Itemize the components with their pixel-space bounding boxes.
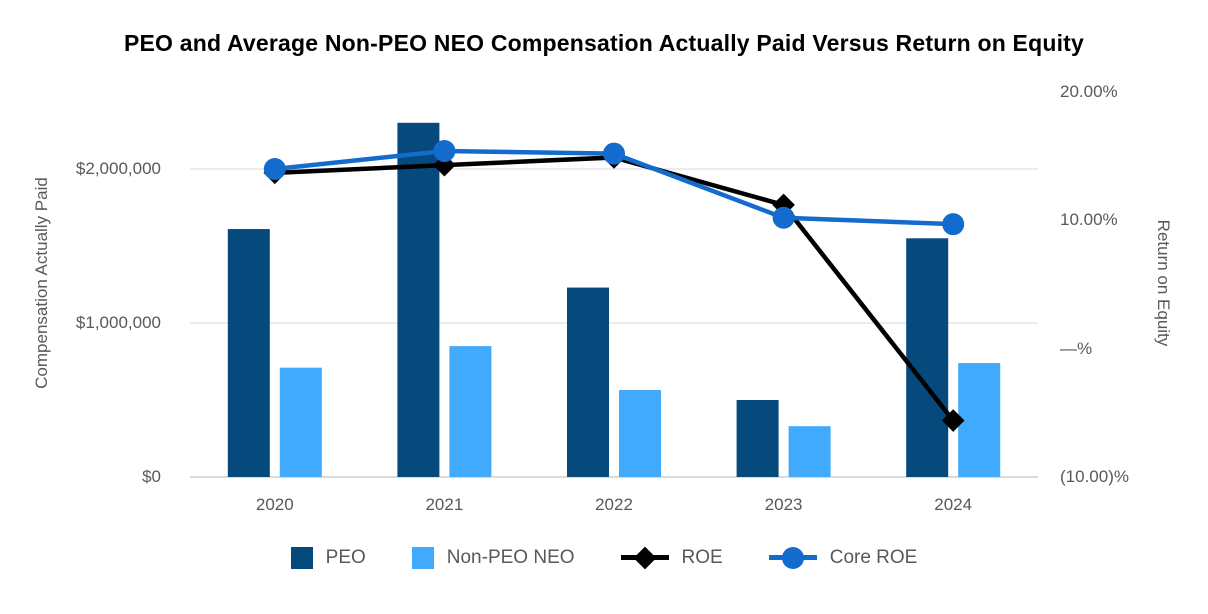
square-swatch-icon	[290, 547, 313, 569]
y-axis-right-tick-label: —%	[1060, 338, 1093, 358]
line-diamond-swatch-icon	[620, 546, 669, 570]
bar-peo-2020	[227, 229, 270, 477]
legend-label: Core ROE	[829, 547, 918, 568]
y-axis-left-tick-label: $0	[142, 467, 161, 486]
y-axis-left-tick-label: $1,000,000	[75, 313, 161, 332]
bar-peo-2022	[567, 287, 609, 477]
legend-item-core-roe: Core ROE	[768, 546, 918, 570]
legend: PEO Non-PEO NEO ROE Core ROE	[0, 546, 1208, 570]
bar-non-peo-neo-2020	[279, 367, 322, 477]
core-roe-marker-2024	[942, 213, 965, 236]
x-axis-tick-label: 2021	[425, 495, 464, 514]
legend-label: ROE	[681, 547, 723, 568]
square-swatch-icon	[411, 547, 434, 569]
x-axis-tick-label: 2022	[595, 495, 633, 514]
x-axis-tick-label: 2020	[255, 495, 294, 514]
core-roe-marker-2023	[772, 206, 795, 229]
legend-label: PEO	[325, 547, 366, 568]
y-axis-right-tick-label: (10.00)%	[1060, 467, 1129, 486]
legend-item-non-peo-neo: Non-PEO NEO	[411, 547, 575, 569]
core-roe-marker-2021	[433, 140, 456, 163]
bar-peo-2021	[397, 122, 440, 478]
y-axis-left-tick-label: $2,000,000	[75, 159, 161, 178]
bar-non-peo-neo-2024	[958, 363, 1001, 477]
y-axis-right-tick-label: 20.00%	[1060, 82, 1118, 101]
legend-item-peo: PEO	[290, 547, 366, 569]
core-roe-marker-2022	[603, 142, 625, 165]
x-axis-tick-label: 2023	[764, 495, 803, 514]
chart-title: PEO and Average Non-PEO NEO Compensation…	[123, 30, 1085, 56]
y-axis-right-tick-label: 10.00%	[1060, 210, 1118, 230]
roe-marker-2024	[941, 409, 965, 432]
bar-non-peo-neo-2023	[788, 426, 831, 477]
bar-peo-2024	[906, 238, 949, 477]
roe-line	[274, 155, 955, 422]
bar-peo-2023	[736, 400, 779, 477]
legend-label: Non-PEO NEO	[446, 547, 575, 568]
core-roe-marker-2020	[263, 158, 286, 180]
x-axis-tick-label: 2024	[934, 495, 973, 514]
line-circle-swatch-icon	[768, 546, 817, 570]
bar-non-peo-neo-2021	[449, 346, 492, 477]
legend-item-roe: ROE	[620, 546, 723, 570]
bar-non-peo-neo-2022	[619, 389, 661, 477]
